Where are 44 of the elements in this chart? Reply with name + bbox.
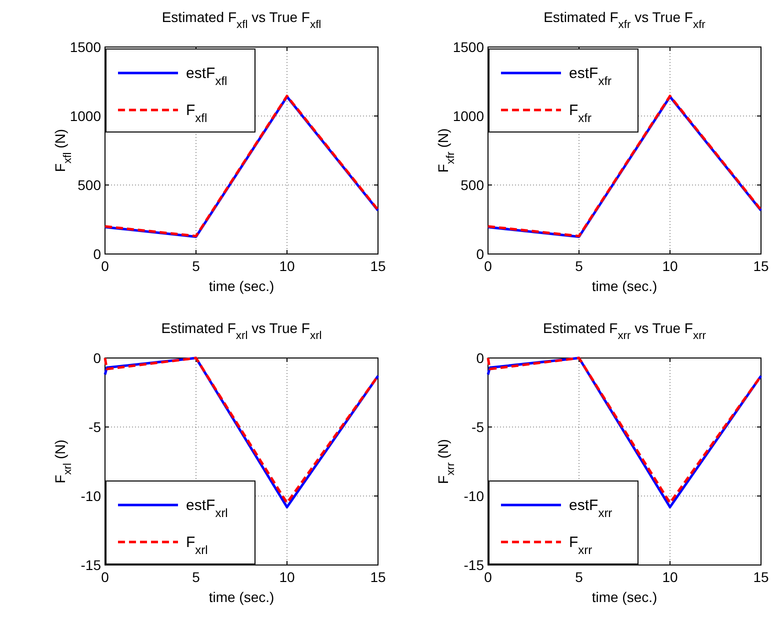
x-tick-label: 15 — [370, 569, 386, 585]
x-tick-label: 10 — [279, 258, 295, 274]
chart-title: Estimated F$_{xrr}$ vs True F$_{xrr}$ — [542, 320, 706, 342]
x-tick-label: 15 — [370, 258, 386, 274]
x-axis-title: time (sec.) — [208, 589, 274, 605]
legend-label: F$_{xrl}$ — [186, 534, 208, 557]
x-tick-label: 10 — [662, 569, 678, 585]
y-tick-label: 500 — [78, 177, 102, 193]
legend-label: estF$_{xrl}$ — [186, 497, 228, 520]
x-tick-label: 5 — [192, 569, 200, 585]
y-tick-label: 0 — [93, 350, 102, 366]
y-tick-label: 1500 — [452, 39, 484, 55]
x-axis-title: time (sec.) — [208, 278, 274, 294]
x-tick-label: 10 — [662, 258, 678, 274]
x-tick-label: 10 — [279, 569, 295, 585]
y-tick-label: 0 — [476, 350, 484, 366]
y-tick-label: -10 — [80, 488, 102, 504]
y-tick-label: 0 — [476, 246, 484, 262]
legend-label: F$_{xfr}$ — [569, 102, 592, 125]
x-axis-title: time (sec.) — [592, 589, 658, 605]
y-tick-label: 0 — [93, 246, 102, 262]
y-tick-label: 1000 — [452, 108, 484, 124]
legend-label: estF$_{xfr}$ — [569, 65, 612, 88]
chart-title: Estimated F$_{xrl}$ vs True F$_{xrl}$ — [161, 320, 322, 342]
y-tick-label: -5 — [88, 419, 102, 435]
x-axis-title: time (sec.) — [592, 278, 658, 294]
x-tick-label: 5 — [575, 258, 584, 274]
x-tick-label: 5 — [192, 258, 200, 274]
y-tick-label: 1000 — [70, 108, 102, 124]
y-tick-label: 1500 — [70, 39, 102, 55]
legend-label: F$_{xfl}$ — [186, 102, 208, 125]
legend-label: F$_{xrr}$ — [569, 534, 592, 557]
y-tick-label: -15 — [464, 557, 484, 573]
legend-label: estF$_{xrr}$ — [569, 497, 612, 520]
y-tick-label: -10 — [464, 488, 484, 504]
x-tick-label: 15 — [753, 569, 769, 585]
legend-label: estF$_{xfl}$ — [186, 65, 228, 88]
y-tick-label: -15 — [80, 557, 102, 573]
x-tick-label: 5 — [575, 569, 584, 585]
chart-title: Estimated F$_{xfl}$ vs True F$_{xfl}$ — [162, 9, 322, 31]
y-tick-label: 500 — [460, 177, 484, 193]
chart-title: Estimated F$_{xfr}$ vs True F$_{xfr}$ — [544, 9, 706, 31]
y-tick-label: -5 — [472, 419, 484, 435]
x-tick-label: 15 — [753, 258, 769, 274]
